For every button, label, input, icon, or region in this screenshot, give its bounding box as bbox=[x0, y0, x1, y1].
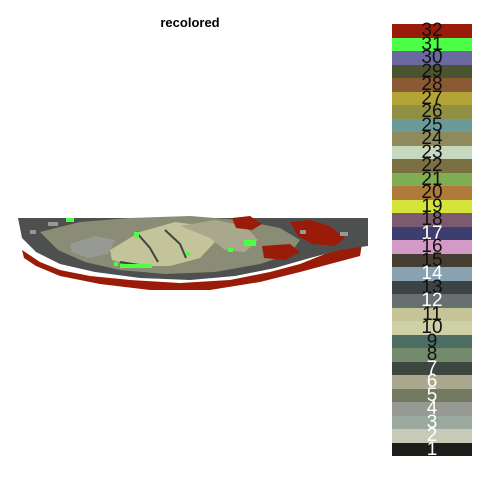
red-patch-region-2 bbox=[232, 216, 262, 230]
legend-label: 14 bbox=[421, 263, 443, 284]
legend-label: 8 bbox=[426, 344, 438, 365]
legend-swatch: 27 bbox=[392, 87, 472, 109]
legend-label: 3 bbox=[426, 411, 438, 433]
legend-swatch: 15 bbox=[392, 249, 472, 271]
legend-label: 4 bbox=[426, 398, 438, 419]
legend-label: 19 bbox=[421, 195, 443, 217]
red-patch-region-3 bbox=[262, 244, 300, 260]
legend-label: 12 bbox=[421, 290, 443, 311]
legend-swatch: 5 bbox=[392, 384, 472, 406]
gray-specks bbox=[30, 222, 348, 236]
legend-label: 18 bbox=[421, 209, 443, 230]
legend-label: 26 bbox=[421, 101, 443, 122]
legend-label: 16 bbox=[421, 236, 443, 257]
image-title: recolored bbox=[160, 15, 220, 30]
legend-swatch: 26 bbox=[392, 101, 472, 122]
legend-label: 30 bbox=[421, 47, 443, 68]
legend-label: 22 bbox=[421, 155, 443, 176]
legend-swatch: 19 bbox=[392, 195, 472, 217]
legend-label: 1 bbox=[426, 438, 438, 460]
legend-label: 11 bbox=[422, 303, 442, 325]
legend-swatch: 25 bbox=[392, 114, 472, 136]
legend-swatch: 8 bbox=[392, 344, 472, 365]
legend-swatch: 7 bbox=[392, 357, 472, 379]
legend-label: 17 bbox=[421, 222, 443, 244]
legend-label: 21 bbox=[421, 168, 443, 190]
legend-swatch: 28 bbox=[392, 74, 472, 95]
legend-swatch: 4 bbox=[392, 398, 472, 419]
green-specks bbox=[66, 218, 256, 268]
legend-swatch: 31 bbox=[392, 33, 472, 55]
legend-swatch: 22 bbox=[392, 155, 472, 176]
legend-swatch: 32 bbox=[392, 20, 472, 41]
highlight-region-3 bbox=[70, 236, 115, 258]
legend-swatch: 11 bbox=[392, 303, 472, 325]
legend-swatch: 1 bbox=[392, 438, 472, 460]
legend-label: 9 bbox=[426, 330, 438, 352]
legend-swatch: 23 bbox=[392, 141, 472, 163]
legend-label: 25 bbox=[421, 114, 443, 136]
legend-swatch: 29 bbox=[392, 60, 472, 82]
red-patch-region bbox=[290, 220, 345, 246]
legend-swatch: 6 bbox=[392, 371, 472, 392]
legend-label: 5 bbox=[426, 384, 438, 406]
legend-label: 20 bbox=[421, 182, 443, 203]
color-legend: 32 31 30 29 28 27 26 25 24 23 22 21 20 19 18 17 16 15 14 13… bbox=[392, 20, 472, 460]
legend-swatch: 9 bbox=[392, 330, 472, 352]
legend-label: 15 bbox=[421, 249, 443, 271]
legend-swatch: 17 bbox=[392, 222, 472, 244]
legend-label: 10 bbox=[421, 317, 443, 338]
legend-swatch: 3 bbox=[392, 411, 472, 433]
legend-label: 31 bbox=[421, 33, 443, 55]
legend-label: 29 bbox=[421, 60, 443, 82]
legend-swatch: 14 bbox=[392, 263, 472, 284]
legend-label: 23 bbox=[421, 141, 443, 163]
legend-label: 32 bbox=[421, 20, 443, 41]
legend-label: 27 bbox=[421, 87, 443, 109]
legend-swatch: 24 bbox=[392, 128, 472, 149]
legend-label: 13 bbox=[421, 276, 443, 298]
red-fringe-region bbox=[22, 244, 362, 290]
legend-label: 7 bbox=[426, 357, 438, 379]
legend-label: 2 bbox=[426, 425, 438, 446]
legend-label: 24 bbox=[421, 128, 443, 149]
legend-label: 6 bbox=[426, 371, 438, 392]
legend-swatch: 12 bbox=[392, 290, 472, 311]
legend-swatch: 30 bbox=[392, 47, 472, 68]
legend-swatch: 21 bbox=[392, 168, 472, 190]
legend-swatch: 2 bbox=[392, 425, 472, 446]
legend-swatch: 18 bbox=[392, 209, 472, 230]
legend-swatch: 13 bbox=[392, 276, 472, 298]
legend-swatch: 16 bbox=[392, 236, 472, 257]
legend-swatch: 10 bbox=[392, 317, 472, 338]
legend-swatch: 20 bbox=[392, 182, 472, 203]
legend-label: 28 bbox=[421, 74, 443, 95]
recolored-image bbox=[18, 216, 368, 290]
